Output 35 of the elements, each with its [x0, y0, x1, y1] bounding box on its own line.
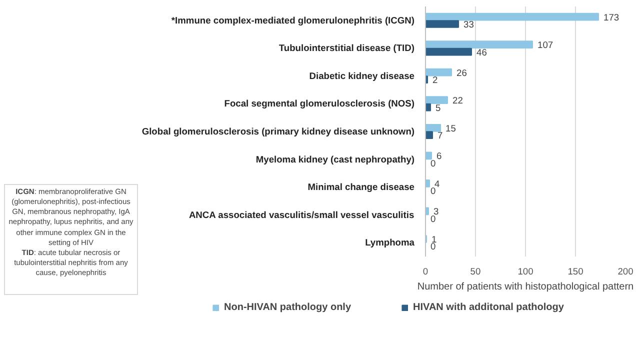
data-label: 7 [438, 130, 443, 141]
data-label: 107 [538, 40, 554, 50]
data-label: 0 [430, 186, 436, 196]
x-tick-label: 0 [422, 266, 428, 276]
data-label: 173 [604, 12, 620, 22]
x-axis-title: Number of patients with histopathological pattern [417, 282, 634, 292]
data-label: 6 [436, 151, 442, 162]
y-tick-label: Global glomerulosclerosis (primary kidney disease unknown) [142, 126, 415, 136]
y-tick-label: ANCA associated vasculitis/small vessel vasculitis [188, 210, 414, 220]
data-label: 3 [434, 206, 439, 217]
data-label: 0 [430, 242, 436, 252]
data-label: 26 [456, 68, 467, 78]
legend-label: HIVAN with additonal pathology [413, 302, 564, 313]
data-label: 5 [436, 102, 441, 113]
y-tick-label: Myeloma kidney (cast nephropathy) [256, 154, 415, 164]
x-tick-label: 200 [618, 266, 634, 276]
data-label: 2 [432, 75, 438, 86]
legend-label: Non-HIVAN pathology only [224, 302, 352, 313]
data-label: 4 [434, 178, 440, 189]
data-label: 1 [432, 234, 437, 244]
y-tick-label: Minimal change disease [308, 182, 414, 192]
y-tick-label: *Immune complex-mediated glomerulonephritis (ICGN) [171, 15, 415, 26]
data-label: 0 [430, 214, 436, 224]
y-tick-label: Diabetic kidney disease [309, 70, 415, 81]
data-label: 46 [476, 47, 487, 58]
x-tick-label: 100 [518, 266, 534, 276]
y-tick-label: Focal segmental glomerulosclerosis (NOS) [224, 98, 415, 109]
x-tick-label: 50 [470, 266, 481, 276]
data-label: 33 [464, 20, 474, 30]
data-label: 0 [430, 158, 436, 168]
data-label: 22 [452, 96, 463, 106]
data-label: 15 [446, 123, 456, 134]
y-tick-label: Lymphoma [365, 238, 416, 248]
x-tick-label: 150 [568, 266, 584, 276]
y-tick-label: Tubulointerstitial disease (TID) [278, 43, 415, 54]
